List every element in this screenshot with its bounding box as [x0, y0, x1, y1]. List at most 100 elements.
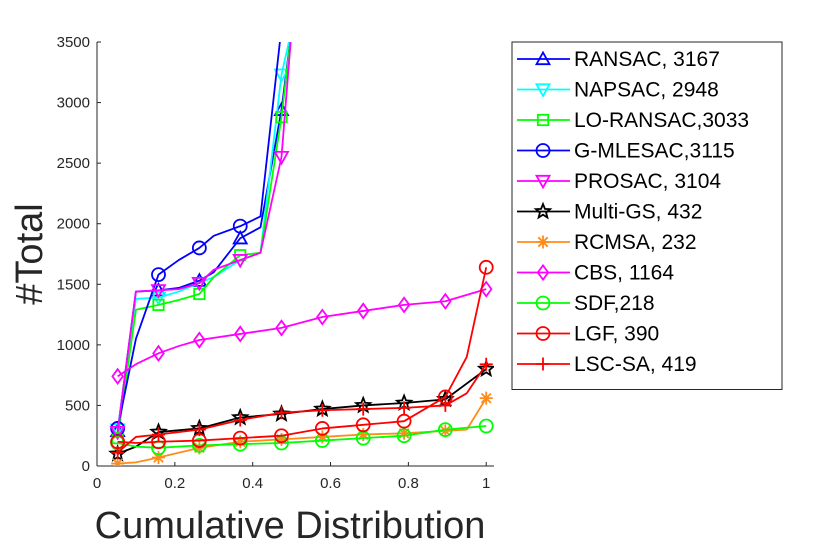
series-marker — [111, 457, 125, 466]
x-tick-label: 0 — [93, 475, 101, 492]
series-marker — [232, 253, 249, 269]
legend-box — [511, 41, 783, 390]
series-marker — [152, 298, 165, 311]
x-tick-label: 1 — [482, 475, 490, 492]
series-marker — [397, 296, 411, 314]
y-tick-label: 1000 — [57, 337, 90, 354]
series-line — [117, 267, 488, 444]
series-marker — [479, 357, 493, 371]
series-marker — [150, 284, 167, 299]
series-marker — [356, 428, 370, 442]
legend-marker — [533, 201, 553, 220]
series-marker — [355, 417, 371, 433]
series-marker — [397, 426, 411, 440]
series-6 — [111, 391, 493, 466]
series-marker — [316, 308, 329, 326]
legend-label: PROSAC, 3104 — [574, 170, 721, 193]
x-tick-label: 0.8 — [398, 475, 419, 492]
series-marker — [396, 413, 412, 429]
series-marker — [275, 319, 288, 337]
legend-label: RCMSA, 232 — [574, 231, 697, 254]
series-marker — [476, 359, 494, 378]
legend-label: CBS, 1164 — [574, 262, 674, 285]
legend-marker — [534, 174, 552, 190]
legend-item: NAPSAC, 2948 — [517, 79, 719, 102]
series-7 — [111, 280, 493, 386]
legend-label: SDF,218 — [574, 292, 655, 315]
legend-marker — [535, 295, 551, 311]
legend-marker — [535, 326, 551, 341]
series-marker — [315, 430, 329, 444]
legend-label: LSC-SA, 419 — [574, 353, 697, 376]
legend-marker — [536, 235, 550, 249]
x-tick-label: 0.2 — [164, 475, 185, 492]
series-marker — [233, 435, 247, 449]
legend-item: LGF, 390 — [517, 323, 659, 346]
series-marker — [274, 406, 288, 420]
legend-label: LO-RANSAC,3033 — [574, 109, 749, 132]
series-marker — [314, 421, 330, 436]
series-marker — [275, 111, 288, 124]
legend-item: RCMSA, 232 — [517, 231, 697, 254]
legend-marker — [536, 113, 550, 127]
legend: RANSAC, 3167 NAPSAC, 2948 LO-RANSAC,3033 G-… — [511, 41, 783, 390]
series-marker — [193, 331, 206, 349]
series-marker — [315, 403, 329, 417]
series-line — [116, 42, 290, 430]
legend-marker — [535, 143, 551, 158]
legend-marker — [536, 263, 550, 282]
y-axis-title: #Total — [9, 203, 51, 304]
legend-marker — [534, 83, 552, 98]
legend-item: CBS, 1164 — [517, 262, 674, 285]
series-marker — [356, 402, 370, 416]
series-marker — [437, 422, 453, 438]
x-axis-title: Cumulative Distribution — [95, 505, 486, 547]
legend-item: PROSAC, 3104 — [517, 170, 721, 193]
series-marker — [191, 438, 207, 453]
series-marker — [109, 425, 126, 441]
legend-item: RANSAC, 3167 — [517, 48, 720, 71]
series-10 — [111, 357, 493, 460]
series-layer — [108, 42, 494, 466]
series-marker — [273, 68, 290, 84]
legend-item: Multi-GS, 432 — [517, 201, 702, 224]
series-line — [116, 42, 281, 429]
axis-titles: #Total Cumulative Distribution — [9, 203, 485, 547]
legend-label: G-MLESAC,3115 — [574, 140, 735, 163]
legend-item: LO-RANSAC,3033 — [517, 109, 749, 132]
series-marker — [438, 424, 452, 438]
legend-item: G-MLESAC,3115 — [517, 140, 735, 163]
series-marker — [152, 344, 165, 363]
legend-item: LSC-SA, 419 — [517, 353, 697, 376]
series-marker — [273, 150, 290, 166]
legend-label: NAPSAC, 2948 — [574, 79, 719, 102]
legend-label: LGF, 390 — [574, 323, 659, 346]
series-marker — [478, 418, 494, 434]
series-marker — [232, 229, 249, 245]
series-marker — [192, 423, 206, 437]
series-marker — [479, 391, 493, 405]
y-tick-label: 0 — [82, 458, 90, 475]
series-marker — [274, 432, 288, 446]
series-marker — [151, 267, 166, 282]
series-marker — [438, 398, 452, 412]
series-marker — [151, 451, 165, 465]
series-marker — [439, 292, 452, 310]
legend-marker — [534, 50, 552, 66]
series-4 — [109, 42, 292, 441]
y-tick-label: 1500 — [57, 276, 90, 293]
x-tick-label: 0.6 — [320, 475, 341, 492]
legend-marker — [536, 357, 550, 371]
series-marker — [233, 413, 247, 427]
series-marker — [232, 218, 248, 234]
y-tick-label: 2000 — [57, 216, 90, 233]
y-tick-label: 500 — [65, 397, 90, 414]
y-tick-label: 3500 — [57, 34, 90, 51]
series-marker — [478, 259, 494, 275]
y-tick-label: 3000 — [57, 95, 90, 112]
legend-label: RANSAC, 3167 — [574, 48, 720, 71]
series-marker — [232, 430, 248, 446]
series-marker — [111, 446, 125, 460]
legend-label: Multi-GS, 432 — [574, 201, 702, 224]
